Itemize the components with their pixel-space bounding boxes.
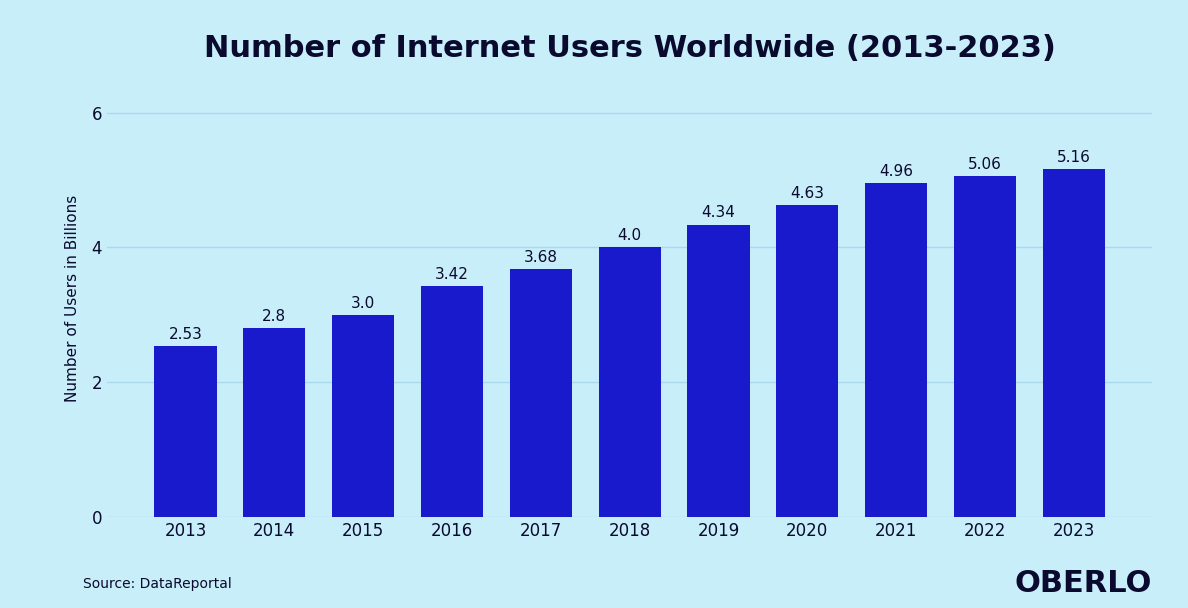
- Bar: [1043, 169, 1105, 517]
- Text: 3.0: 3.0: [350, 295, 375, 311]
- Title: Number of Internet Users Worldwide (2013-2023): Number of Internet Users Worldwide (2013…: [203, 34, 1056, 63]
- Text: 2.53: 2.53: [169, 327, 202, 342]
- Text: 5.16: 5.16: [1057, 150, 1091, 165]
- Text: 4.63: 4.63: [790, 186, 824, 201]
- Text: 4.0: 4.0: [618, 229, 642, 243]
- Bar: [244, 328, 305, 517]
- Text: Source: DataReportal: Source: DataReportal: [83, 576, 232, 591]
- Bar: [688, 224, 750, 517]
- Bar: [421, 286, 484, 517]
- Bar: [776, 205, 839, 517]
- Text: 4.34: 4.34: [702, 206, 735, 221]
- Bar: [510, 269, 571, 517]
- Text: 3.42: 3.42: [435, 268, 469, 283]
- Bar: [333, 315, 394, 517]
- Text: 4.96: 4.96: [879, 164, 914, 179]
- Text: 3.68: 3.68: [524, 250, 558, 265]
- Bar: [954, 176, 1016, 517]
- Text: 2.8: 2.8: [263, 309, 286, 324]
- Text: 5.06: 5.06: [968, 157, 1001, 172]
- Bar: [154, 347, 216, 517]
- Bar: [865, 183, 927, 517]
- Y-axis label: Number of Users in Billions: Number of Users in Billions: [65, 195, 81, 401]
- Bar: [599, 247, 661, 517]
- Text: OBERLO: OBERLO: [1015, 569, 1152, 598]
